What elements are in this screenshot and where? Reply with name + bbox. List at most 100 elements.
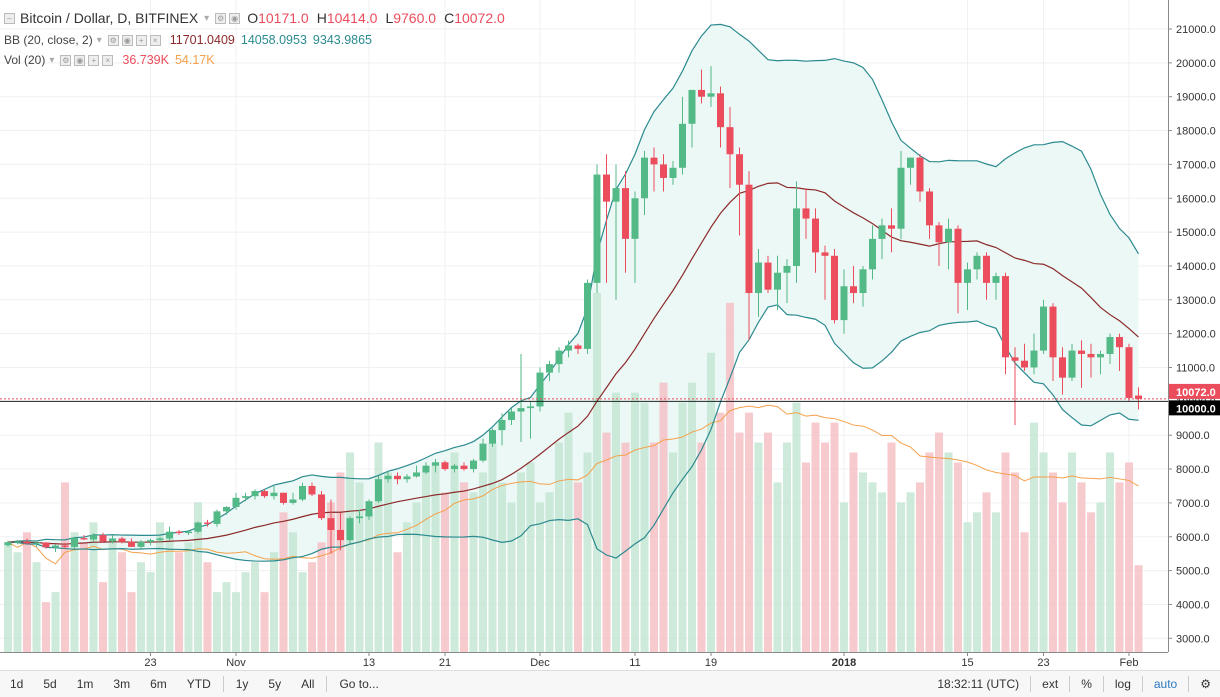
volume-bar [507,502,516,652]
time-tick-label: 21 [439,657,451,669]
volume-bar [688,382,696,652]
settings-icon[interactable]: ⚙ [107,34,119,46]
candle-body [137,541,145,547]
volume-bar [792,402,801,652]
dropdown-icon[interactable]: ▾ [49,54,55,66]
candle-body [698,89,705,97]
goto-button[interactable]: Go to... [339,677,379,691]
add-icon[interactable]: + [135,34,147,46]
candle-body [109,538,116,542]
volume-bar [1058,502,1067,652]
candle-body [802,208,810,219]
volume-bar [1106,452,1114,652]
candle-body [574,345,582,349]
candle-body [916,157,924,192]
close-icon[interactable]: × [102,54,114,66]
candle-body [859,269,867,294]
price-tick-label: 17000.0 [1176,159,1216,171]
candle-body [935,225,943,243]
volume-bar [289,532,297,652]
candle-body [888,225,895,229]
volume-bar [232,592,240,652]
range-1d[interactable]: 1d [10,677,24,691]
settings-icon[interactable]: ⚙ [60,54,72,66]
range-3m[interactable]: 3m [113,677,131,691]
candle-body [1106,337,1114,354]
volume-bar [887,442,896,652]
bb-upper-value: 14058.0953 [240,33,307,47]
price-chart[interactable]: 3000.0 4000.0 5000.0 6000.0 7000.0 8000.0 9000… [0,0,1220,670]
volume-bar [488,442,497,652]
gear-icon[interactable]: ⚙ [1200,677,1211,691]
candle-body [584,282,591,349]
percent-toggle[interactable]: % [1081,677,1092,691]
range-1y[interactable]: 1y [235,677,249,691]
volume-bar [479,472,487,652]
candle-body [42,542,50,548]
ext-toggle[interactable]: ext [1042,677,1059,691]
time-tick-label: 23 [1037,657,1049,669]
candle-body [869,238,876,270]
price-axis-background [1168,0,1220,670]
range-all[interactable]: All [301,677,315,691]
vol-value: 36.739K [122,53,169,67]
time-tick-label: 13 [363,657,375,669]
eye-icon[interactable]: ◉ [74,54,86,66]
candle-body [451,465,458,470]
range-5d[interactable]: 5d [43,677,57,691]
volume-bar [127,592,136,652]
volume-bar [108,542,117,652]
range-5y[interactable]: 5y [268,677,282,691]
candle-body [717,93,724,128]
volume-bar [650,442,658,652]
toolbar-right: 18:32:11 (UTC) ext % log auto ⚙ [928,671,1220,697]
close-value: 10072.0 [454,10,505,26]
volume-bar [175,552,183,652]
settings-icon[interactable]: ⚙ [215,12,227,24]
volume-bar [849,452,858,652]
close-icon[interactable]: × [149,34,161,46]
volume-bar [222,582,231,652]
volume-bar [574,482,582,652]
volume-bar [32,562,41,652]
candle-body [1125,347,1133,398]
eye-icon[interactable]: ◉ [121,34,133,46]
candle-body [745,184,753,294]
bb-basis-value: 11701.0409 [169,33,235,47]
candle-body [280,492,287,503]
candle-body [242,496,249,498]
range-ytd[interactable]: YTD [186,677,211,691]
candle-body [688,89,696,124]
auto-toggle[interactable]: auto [1153,677,1178,691]
volume-bar [1049,472,1057,652]
candle-body [80,538,88,540]
bb-lower-line [7,304,1139,562]
time-tick-label: 19 [705,657,717,669]
collapse-icon[interactable]: – [4,12,15,24]
low-value: 9760.0 [393,10,437,26]
volume-bar [23,532,31,652]
dropdown-icon[interactable]: ▾ [204,12,210,24]
symbol-title: Bitcoin / Dollar, D, BITFINEX [20,10,199,26]
eye-icon[interactable]: ◉ [229,12,241,24]
volume-ma-line [7,404,1139,565]
candle-body [185,531,192,534]
candle-body [52,545,59,548]
log-toggle[interactable]: log [1114,677,1131,691]
open-value: 10171.0 [258,10,309,26]
candle-body [479,443,487,461]
range-6m[interactable]: 6m [150,677,167,691]
candle-body [964,269,971,283]
dropdown-icon[interactable]: ▾ [96,34,102,46]
candle-body [166,531,173,539]
volume-bar [1087,512,1095,652]
candle-body [441,462,449,470]
volume-bar [412,502,421,652]
candle-body [61,545,69,547]
add-icon[interactable]: + [88,54,100,66]
range-1m[interactable]: 1m [76,677,94,691]
candle-body [1068,350,1076,378]
bb-fill [8,24,1139,562]
volume-bar [156,522,164,652]
volume-bar [773,482,782,652]
